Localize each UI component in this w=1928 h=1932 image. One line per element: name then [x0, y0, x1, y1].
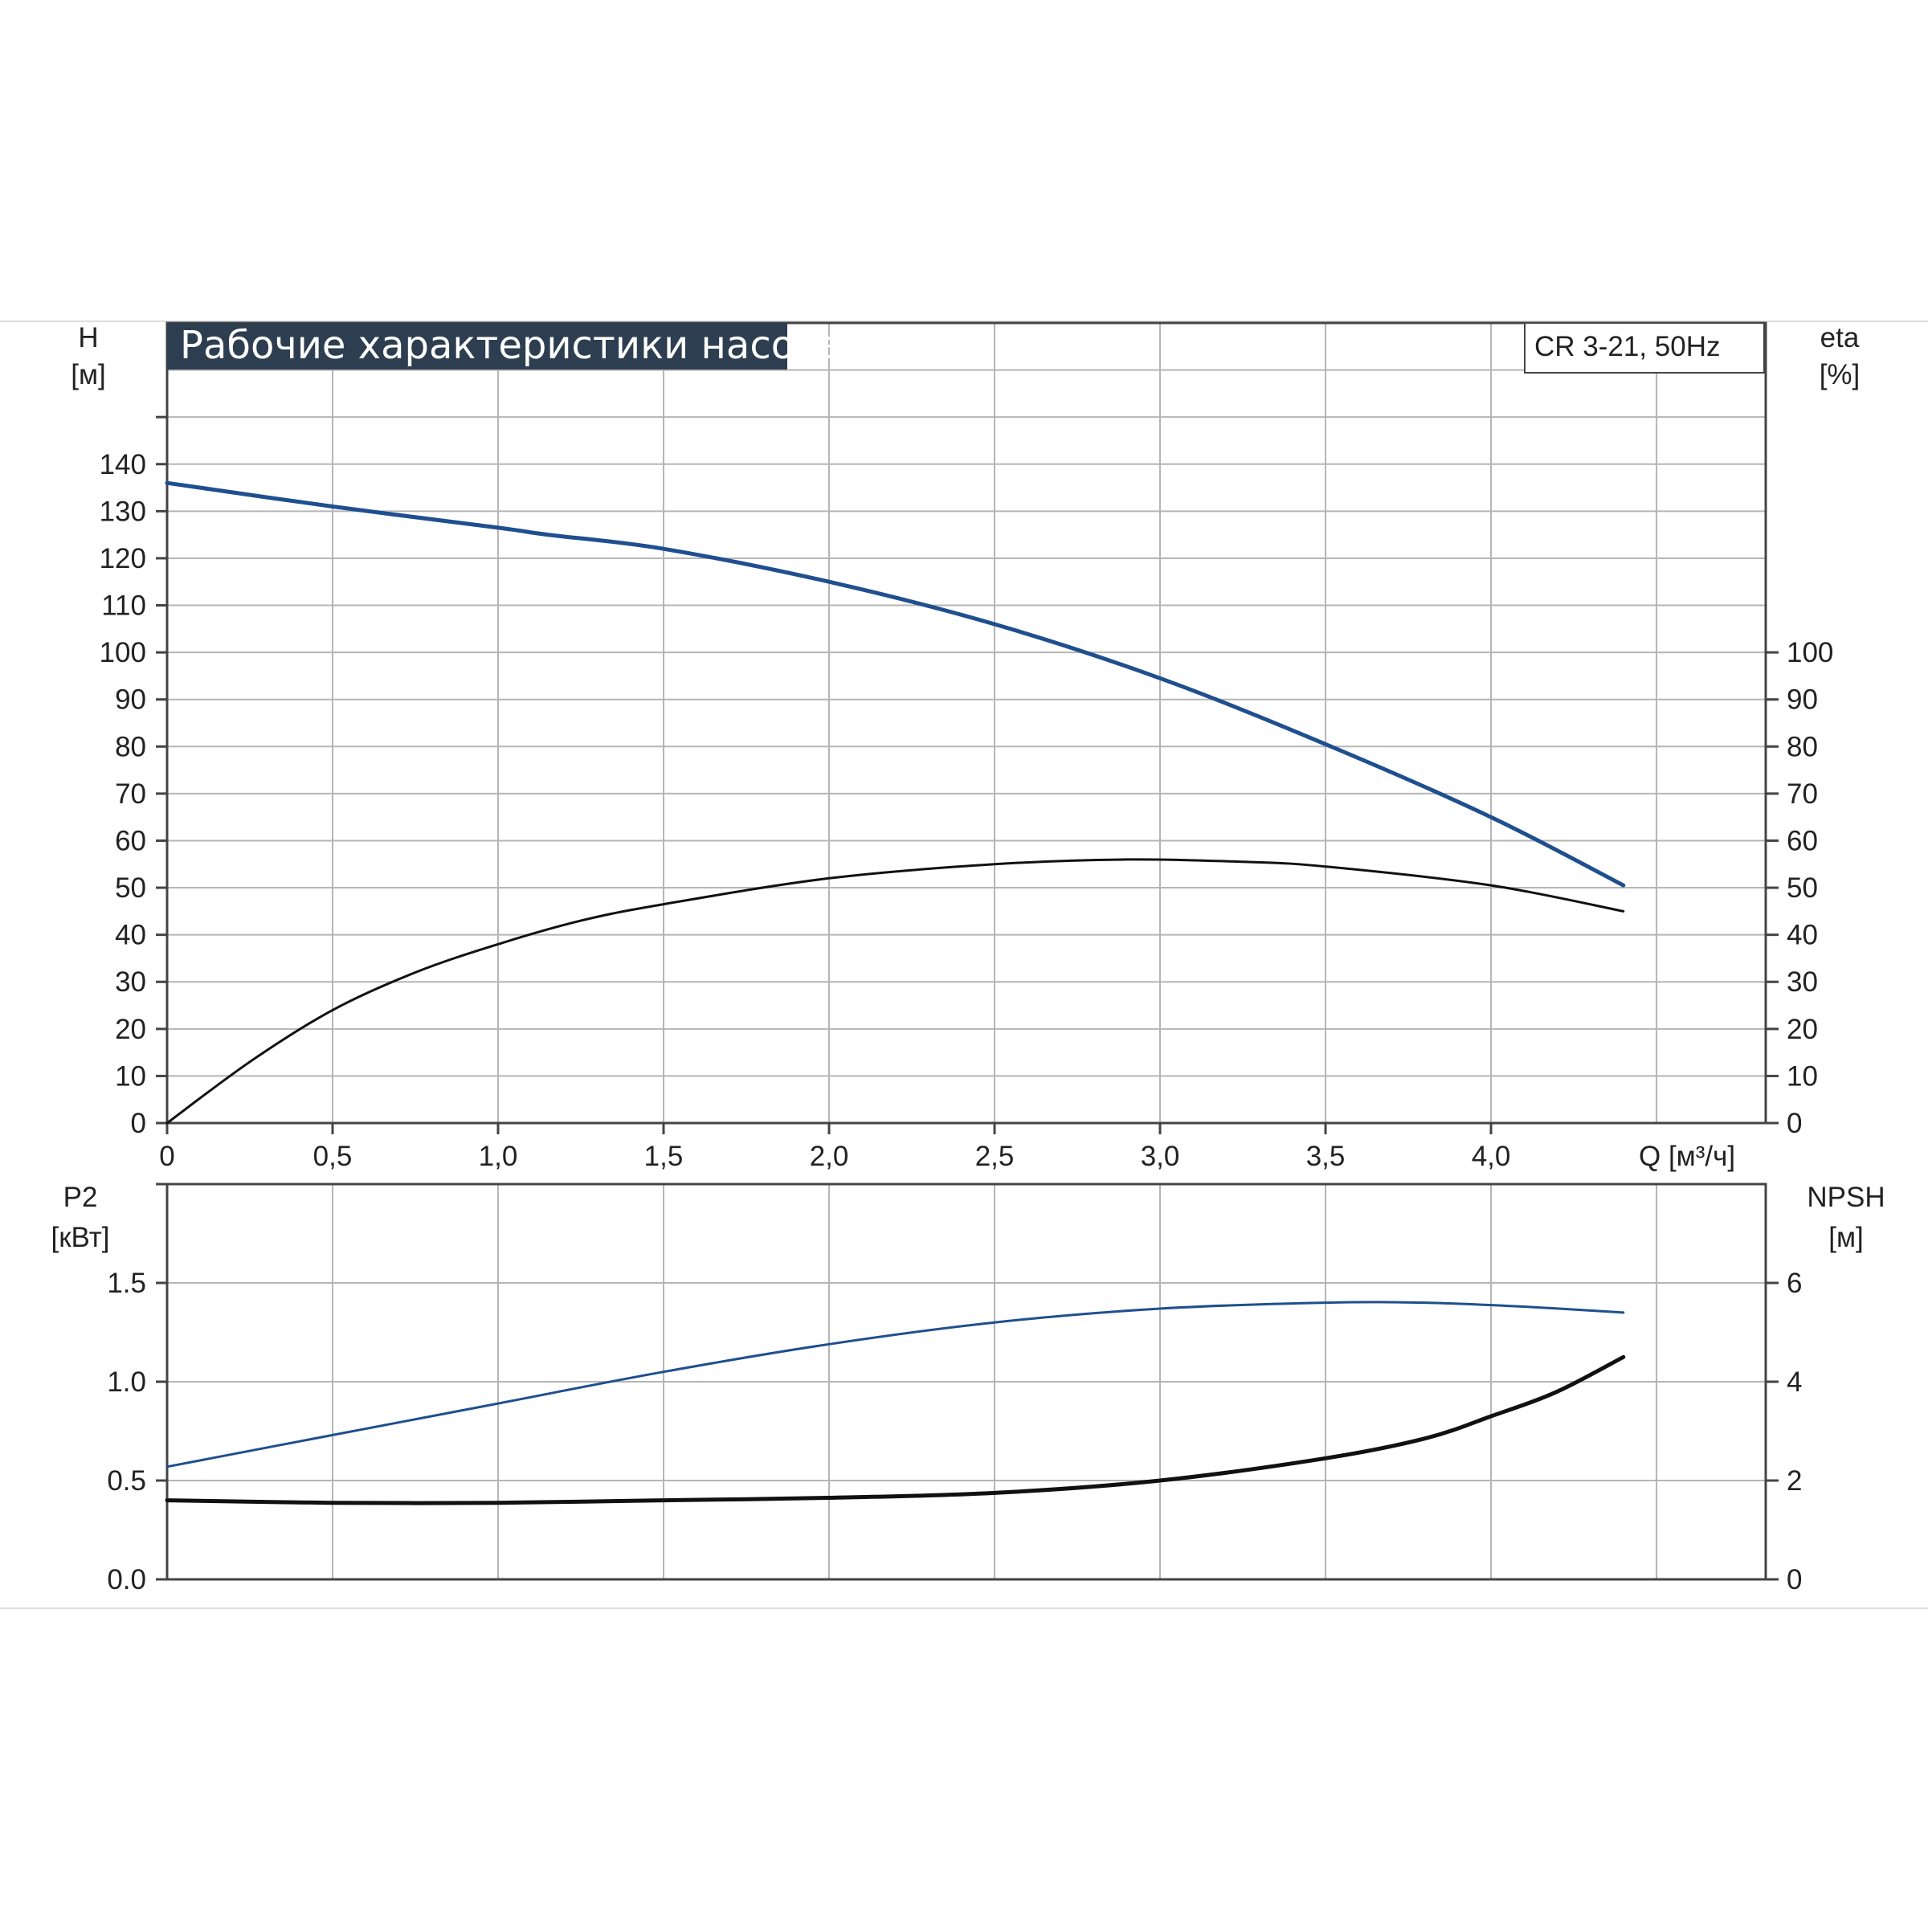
upper-left-tick-label: 10 [115, 1060, 146, 1092]
chart-title: Рабочие характеристики насоса [180, 323, 839, 368]
model-label: CR 3-21, 50Hz [1534, 331, 1720, 362]
upper-right-tick-label: 0 [1787, 1108, 1802, 1139]
lower-left-tick-label: 0.0 [107, 1564, 146, 1595]
upper-right-tick-label: 70 [1787, 778, 1818, 810]
upper-right-axis-title-2: [%] [1820, 359, 1861, 390]
upper-right-tick-label: 90 [1787, 684, 1818, 716]
title-block: Рабочие характеристики насоса [167, 323, 839, 370]
upper-left-tick-label: 110 [101, 590, 146, 622]
x-axis-title: Q [м³/ч] [1639, 1141, 1735, 1172]
upper-left-axis-title-1: H [78, 322, 98, 353]
lower-tick-labels: 0.0 0.5 1.0 1.5 0 2 4 6 [107, 1182, 1802, 1595]
lower-left-axis-title-2: [кВт] [51, 1222, 110, 1253]
upper-left-tick-label: 140 [100, 449, 146, 480]
upper-right-tick-label: 30 [1787, 966, 1818, 998]
upper-x-tick-label: 3,0 [1141, 1141, 1180, 1172]
lower-right-tick-label: 4 [1787, 1366, 1802, 1398]
lower-black-curve [165, 1354, 1626, 1505]
upper-right-axis-title-1: eta [1820, 322, 1860, 353]
lower-left-tick-label: 1.0 [107, 1366, 146, 1398]
lower-blue-curve [165, 1301, 1625, 1468]
upper-x-tick-label: 1,5 [644, 1141, 684, 1172]
lower-axis-titles: P2 [кВт] NPSH [м] [51, 1182, 1885, 1253]
upper-left-tick-label: 20 [115, 1014, 146, 1045]
upper-x-tick-label: 2,0 [810, 1141, 849, 1172]
upper-frame [165, 321, 1767, 1125]
upper-x-tick-label: 0,5 [313, 1141, 353, 1172]
upper-left-tick-label: 70 [115, 778, 146, 810]
lower-right-tick-label: 6 [1787, 1268, 1802, 1299]
upper-right-tick-label: 80 [1787, 731, 1818, 762]
upper-left-tick-label: 60 [115, 825, 146, 856]
lower-right-tick-label: 2 [1787, 1465, 1802, 1497]
upper-left-tick-label: 120 [100, 543, 146, 574]
upper-left-tick-label: 0 [131, 1108, 146, 1139]
upper-x-tick-label: 1,0 [479, 1141, 518, 1172]
upper-grid [165, 321, 1767, 1125]
upper-left-tick-label: 30 [115, 966, 146, 998]
lower-right-tick-label: 0 [1787, 1564, 1802, 1595]
upper-right-tick-label: 20 [1787, 1014, 1818, 1045]
upper-x-tick-label: 4,0 [1472, 1141, 1511, 1172]
model-box: CR 3-21, 50Hz [1524, 322, 1765, 374]
upper-black-curve [165, 858, 1625, 1125]
upper-axis-titles: H [м] eta [%] Q [м³/ч] [71, 322, 1860, 1172]
upper-x-tick-label: 2,5 [975, 1141, 1015, 1172]
lower-left-axis-title-1: P2 [63, 1182, 98, 1213]
upper-x-tick-label: 0 [159, 1141, 174, 1172]
upper-right-tick-label: 40 [1787, 920, 1818, 951]
upper-left-tick-label: 80 [115, 731, 146, 762]
upper-right-tick-label: 100 [1787, 637, 1833, 668]
lower-left-tick-label: 1.5 [107, 1268, 146, 1299]
upper-x-tick-label: 3,5 [1306, 1141, 1346, 1172]
upper-right-tick-label: 60 [1787, 825, 1818, 856]
upper-right-tick-label: 50 [1787, 872, 1818, 904]
upper-blue-curve [165, 480, 1626, 888]
upper-left-axis-title-2: [м] [71, 359, 106, 390]
upper-left-tick-label: 90 [115, 684, 146, 716]
upper-left-tick-label: 100 [100, 637, 146, 668]
upper-left-tick-label: 40 [115, 920, 146, 951]
lower-right-axis-title-2: [м] [1828, 1222, 1864, 1253]
upper-curves [165, 480, 1626, 1125]
upper-tick-labels: 0 10 20 30 40 50 60 70 80 90 100 110 120 130 140 0 10 20 3… [100, 415, 1833, 1172]
upper-right-tick-label: 10 [1787, 1060, 1818, 1092]
upper-left-tick-label: 50 [115, 872, 146, 904]
upper-left-tick-label: 130 [100, 496, 146, 527]
lower-left-tick-label: 0.5 [107, 1465, 146, 1497]
lower-curves [165, 1301, 1626, 1505]
lower-right-axis-title-1: NPSH [1807, 1182, 1885, 1213]
